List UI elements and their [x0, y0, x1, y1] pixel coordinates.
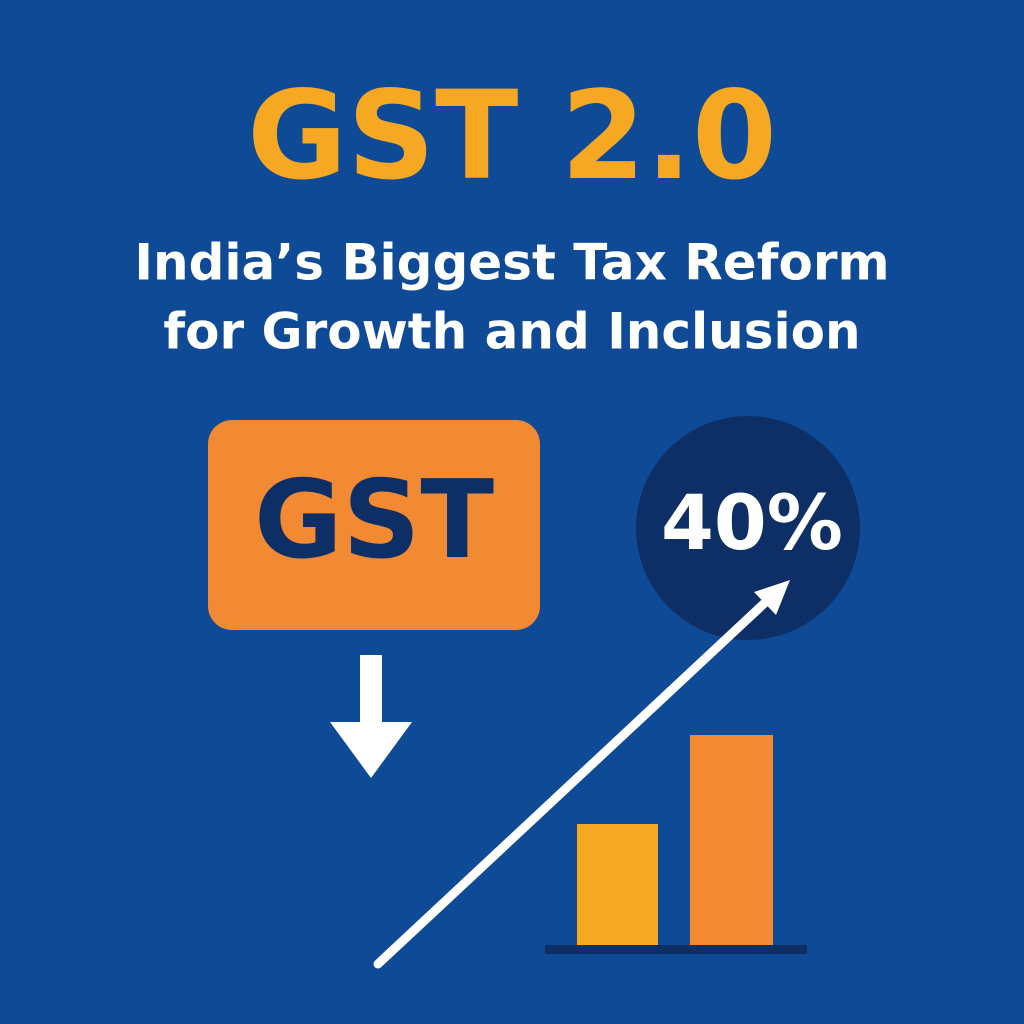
subtitle-line: India’s Biggest Tax Reform	[134, 234, 889, 292]
circle-label: 40%	[661, 478, 843, 567]
decor-baseline	[545, 945, 807, 954]
title: GST 2.0	[247, 65, 777, 207]
up-arrow-line	[373, 593, 775, 969]
circle	[636, 416, 860, 640]
subtitle-line: for Growth and Inclusion	[163, 303, 860, 361]
decor-bar	[690, 735, 773, 948]
down-arrow	[330, 655, 412, 778]
up-arrow-head	[754, 580, 790, 615]
decor-bar	[577, 824, 658, 948]
badge	[208, 420, 540, 630]
badge-label: GST	[254, 458, 494, 583]
